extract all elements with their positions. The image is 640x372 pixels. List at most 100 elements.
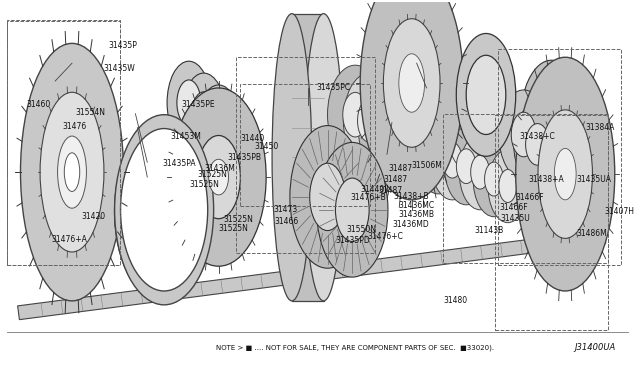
- Text: 31438+B: 31438+B: [394, 192, 429, 201]
- Text: 31435PE: 31435PE: [181, 100, 215, 109]
- Text: 31435PB: 31435PB: [228, 153, 262, 162]
- Ellipse shape: [115, 121, 214, 303]
- Ellipse shape: [554, 145, 576, 183]
- Bar: [498, 49, 621, 265]
- Bar: [236, 57, 375, 253]
- Bar: [7, 21, 120, 265]
- Text: 31438+C: 31438+C: [519, 132, 555, 141]
- Text: 31554N: 31554N: [76, 108, 106, 117]
- Ellipse shape: [360, 0, 463, 200]
- Text: 31435PA: 31435PA: [163, 158, 196, 168]
- Ellipse shape: [387, 98, 435, 183]
- Ellipse shape: [317, 142, 388, 277]
- Ellipse shape: [335, 178, 369, 241]
- Ellipse shape: [540, 135, 563, 174]
- Text: 31435UA: 31435UA: [576, 175, 611, 184]
- Ellipse shape: [115, 115, 214, 305]
- Ellipse shape: [543, 126, 587, 202]
- Text: 31473: 31473: [273, 205, 298, 214]
- Ellipse shape: [554, 148, 576, 200]
- Text: 31506M: 31506M: [412, 161, 442, 170]
- Ellipse shape: [488, 149, 527, 223]
- Text: 31460: 31460: [26, 100, 51, 109]
- Ellipse shape: [207, 104, 230, 150]
- Ellipse shape: [358, 82, 408, 173]
- Ellipse shape: [400, 121, 421, 160]
- Text: 31453M: 31453M: [171, 132, 202, 141]
- Text: 31525N: 31525N: [224, 215, 253, 224]
- Text: J31400UA: J31400UA: [574, 343, 616, 352]
- Polygon shape: [18, 230, 605, 320]
- Text: 31435W: 31435W: [104, 64, 135, 73]
- Ellipse shape: [171, 88, 266, 266]
- Text: 31476: 31476: [63, 122, 87, 131]
- Ellipse shape: [456, 33, 516, 156]
- Text: 31466: 31466: [275, 217, 299, 225]
- Ellipse shape: [383, 19, 440, 147]
- Ellipse shape: [40, 92, 104, 252]
- Ellipse shape: [122, 137, 205, 287]
- Text: 31486M: 31486M: [576, 229, 607, 238]
- Text: 31466F: 31466F: [499, 203, 527, 212]
- Text: 31450: 31450: [254, 142, 278, 151]
- Ellipse shape: [499, 170, 516, 202]
- Bar: [6, 20, 120, 265]
- Text: 31487: 31487: [378, 186, 403, 195]
- Text: 31476+A: 31476+A: [51, 235, 87, 244]
- Ellipse shape: [538, 110, 593, 238]
- Ellipse shape: [516, 57, 615, 291]
- Polygon shape: [292, 14, 324, 301]
- Text: 31435PD: 31435PD: [335, 236, 370, 245]
- Ellipse shape: [344, 73, 395, 168]
- Ellipse shape: [532, 85, 571, 164]
- Text: 31525N: 31525N: [189, 180, 220, 189]
- Ellipse shape: [460, 135, 501, 210]
- Ellipse shape: [136, 168, 159, 206]
- Text: 31438+A: 31438+A: [528, 175, 564, 184]
- Text: 31420: 31420: [82, 212, 106, 221]
- Ellipse shape: [58, 136, 86, 208]
- Ellipse shape: [20, 44, 124, 301]
- Ellipse shape: [456, 149, 476, 183]
- Ellipse shape: [343, 92, 368, 137]
- Ellipse shape: [415, 113, 461, 194]
- Ellipse shape: [466, 55, 506, 135]
- Text: NOTE > ■ .... NOT FOR SALE, THEY ARE COMPONENT PARTS OF SEC.  ■33020).: NOTE > ■ .... NOT FOR SALE, THEY ARE COM…: [216, 344, 494, 351]
- Ellipse shape: [499, 90, 548, 179]
- Ellipse shape: [358, 99, 381, 142]
- Ellipse shape: [124, 149, 171, 225]
- Text: 31466F: 31466F: [515, 193, 544, 202]
- Bar: [495, 115, 608, 330]
- Ellipse shape: [399, 54, 424, 112]
- Text: 31435PC: 31435PC: [316, 83, 351, 92]
- Ellipse shape: [470, 155, 490, 189]
- Ellipse shape: [372, 107, 394, 148]
- Text: 31525N: 31525N: [197, 170, 227, 179]
- Ellipse shape: [64, 153, 80, 192]
- Text: 31480: 31480: [443, 296, 467, 305]
- Ellipse shape: [428, 135, 449, 171]
- Ellipse shape: [414, 129, 435, 166]
- Ellipse shape: [328, 65, 383, 164]
- Ellipse shape: [304, 14, 344, 301]
- Ellipse shape: [177, 80, 201, 126]
- Text: 31436MB: 31436MB: [399, 210, 435, 219]
- Ellipse shape: [196, 135, 241, 219]
- Ellipse shape: [484, 162, 503, 196]
- Ellipse shape: [290, 126, 365, 268]
- Ellipse shape: [167, 61, 211, 144]
- Ellipse shape: [520, 60, 583, 189]
- Text: 31476+B: 31476+B: [351, 193, 387, 202]
- Text: 31476+C: 31476+C: [367, 232, 403, 241]
- Ellipse shape: [529, 115, 574, 194]
- Text: 31440II: 31440II: [361, 185, 390, 194]
- Ellipse shape: [558, 138, 600, 210]
- Ellipse shape: [442, 142, 462, 178]
- Text: 31436MD: 31436MD: [392, 220, 429, 229]
- Text: 31435U: 31435U: [500, 214, 530, 223]
- Ellipse shape: [272, 14, 312, 301]
- Ellipse shape: [511, 112, 536, 157]
- Ellipse shape: [192, 92, 216, 138]
- Text: 31384A: 31384A: [585, 122, 614, 132]
- Ellipse shape: [525, 124, 549, 165]
